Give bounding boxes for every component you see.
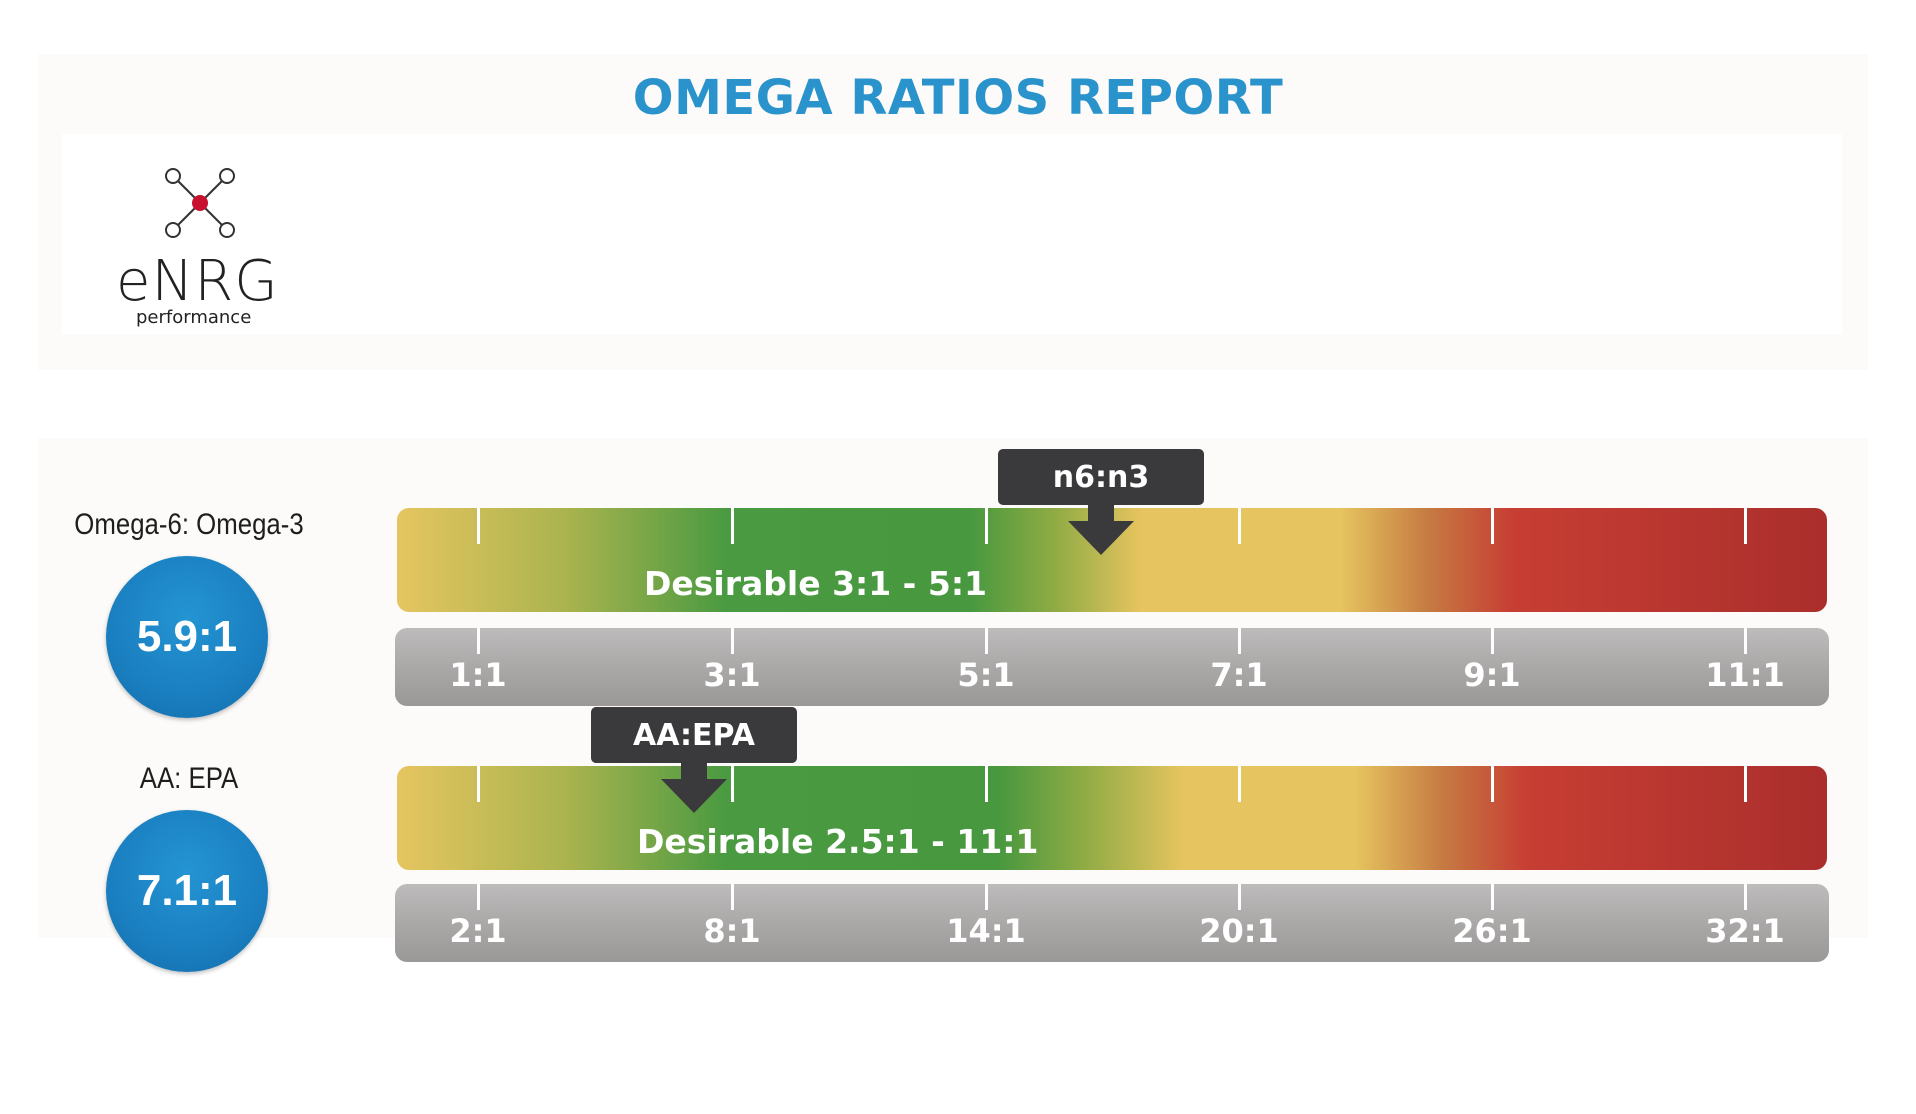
marker-label: AA:EPA <box>591 707 797 763</box>
axis-tick <box>1744 884 1747 910</box>
axis-tick <box>985 884 988 910</box>
value-text-aa-epa: 7.1:1 <box>136 866 238 915</box>
logo-tagline: performance <box>136 307 252 328</box>
axis-tick <box>477 884 480 910</box>
axis-tick <box>1238 628 1241 654</box>
down-arrow-icon <box>661 753 727 813</box>
axis-label: 5:1 <box>957 656 1015 694</box>
bar-tick <box>1238 508 1241 544</box>
desirable-range-omega: Desirable 3:1 - 5:1 <box>644 564 987 603</box>
bar-tick <box>1744 766 1747 802</box>
bar-tick <box>477 508 480 544</box>
axis-label: 2:1 <box>449 912 507 950</box>
axis-label: 20:1 <box>1199 912 1279 950</box>
desirable-range-aa-epa: Desirable 2.5:1 - 11:1 <box>637 822 1039 861</box>
axis-tick <box>1491 628 1494 654</box>
axis-bar-aa-epa: 2:1 8:1 14:1 20:1 26:1 32:1 <box>395 884 1829 962</box>
bar-tick <box>731 508 734 544</box>
enrg-logo: eNRG performance <box>110 165 290 335</box>
value-circle-omega: 5.9:1 <box>106 556 268 718</box>
axis-label: 32:1 <box>1705 912 1785 950</box>
axis-tick <box>1238 884 1241 910</box>
bar-tick <box>1238 766 1241 802</box>
axis-tick <box>731 628 734 654</box>
logo-wordmark: eNRG <box>116 249 279 314</box>
marker-n6-n3: n6:n3 <box>998 449 1204 555</box>
molecule-icon <box>165 168 235 238</box>
axis-label: 26:1 <box>1452 912 1532 950</box>
axis-label: 7:1 <box>1210 656 1268 694</box>
axis-label: 11:1 <box>1705 656 1785 694</box>
value-circle-aa-epa: 7.1:1 <box>106 810 268 972</box>
axis-label: 9:1 <box>1463 656 1521 694</box>
axis-tick <box>985 628 988 654</box>
axis-tick <box>731 884 734 910</box>
logo-area <box>62 134 1842 334</box>
bar-tick <box>985 766 988 802</box>
range-bar-aa-epa: Desirable 2.5:1 - 11:1 <box>397 766 1827 870</box>
axis-tick <box>1491 884 1494 910</box>
axis-label: 8:1 <box>703 912 761 950</box>
metric-label-aa-epa: AA: EPA <box>139 762 239 795</box>
axis-tick <box>477 628 480 654</box>
marker-aa-epa: AA:EPA <box>591 707 797 813</box>
axis-tick <box>1744 628 1747 654</box>
aa-epa-ratio-scale: Desirable 2.5:1 - 11:1 2:1 8:1 14:1 20:1… <box>395 766 1829 966</box>
axis-label: 14:1 <box>946 912 1026 950</box>
value-text-omega: 5.9:1 <box>136 612 238 661</box>
metric-label-omega: Omega-6: Omega-3 <box>74 508 304 541</box>
axis-label: 3:1 <box>703 656 761 694</box>
bar-tick <box>1744 508 1747 544</box>
axis-label: 1:1 <box>449 656 507 694</box>
bar-tick <box>731 766 734 802</box>
bar-tick <box>477 766 480 802</box>
bar-tick <box>985 508 988 544</box>
axis-bar-omega: 1:1 3:1 5:1 7:1 9:1 11:1 <box>395 628 1829 706</box>
report-title: OMEGA RATIOS REPORT <box>632 70 1284 126</box>
down-arrow-icon <box>1068 495 1134 555</box>
bar-tick <box>1491 766 1494 802</box>
bar-tick <box>1491 508 1494 544</box>
